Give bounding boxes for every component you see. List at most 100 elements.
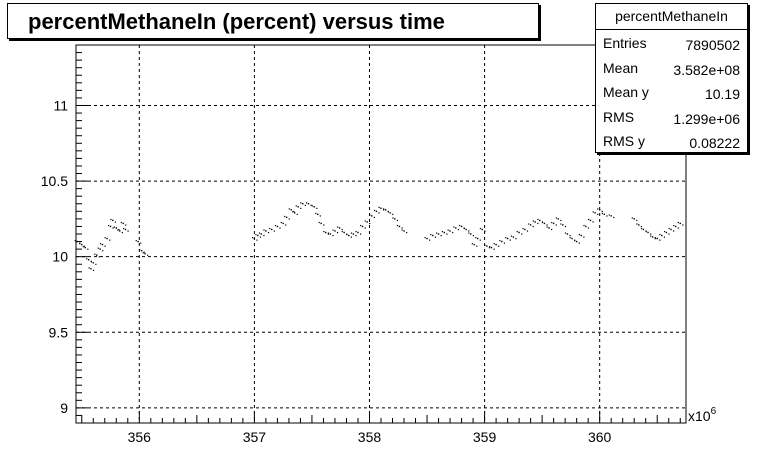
data-point	[679, 222, 681, 225]
data-point	[122, 227, 125, 230]
data-point	[459, 224, 461, 227]
data-point	[668, 227, 670, 230]
y-tick-label: 10.5	[41, 173, 68, 189]
data-point	[552, 222, 555, 225]
data-point	[610, 215, 612, 217]
data-point	[486, 245, 488, 247]
x-tick-label: 358	[358, 429, 382, 445]
data-point	[293, 210, 295, 213]
data-point	[109, 225, 112, 228]
data-point	[300, 202, 302, 204]
data-point	[493, 243, 495, 245]
data-point	[88, 267, 90, 269]
data-point	[259, 236, 262, 238]
data-point	[659, 239, 661, 241]
data-point	[503, 242, 506, 244]
data-point	[642, 228, 645, 231]
data-point	[263, 235, 265, 237]
data-point	[437, 233, 440, 235]
data-point	[457, 228, 460, 231]
data-point	[521, 233, 523, 235]
data-point	[564, 232, 567, 234]
data-point	[509, 239, 511, 241]
data-point	[327, 233, 329, 235]
data-point	[251, 237, 254, 239]
stats-value: 7890502	[685, 37, 740, 53]
data-point	[473, 243, 475, 246]
data-point	[293, 212, 296, 214]
data-point	[364, 227, 366, 229]
data-point	[375, 210, 378, 213]
data-point	[288, 208, 290, 210]
data-point	[501, 240, 503, 243]
data-point	[290, 209, 292, 211]
data-point	[673, 230, 675, 232]
data-point	[398, 225, 401, 228]
data-point	[122, 222, 124, 225]
data-point	[274, 224, 277, 227]
y-tick-label: 11	[53, 97, 68, 113]
data-point	[87, 248, 89, 250]
data-point	[373, 209, 376, 212]
data-point	[546, 226, 548, 228]
data-point	[601, 212, 603, 215]
data-point	[476, 245, 478, 247]
data-point	[389, 212, 391, 214]
data-point	[490, 246, 493, 249]
data-point	[673, 224, 675, 227]
data-point	[651, 236, 654, 238]
data-point	[352, 233, 355, 235]
data-point	[267, 231, 270, 234]
stats-row-rms-y: RMS y 0.08222	[596, 128, 747, 153]
data-point	[258, 232, 261, 234]
data-point	[608, 214, 610, 216]
data-point	[387, 211, 389, 213]
data-point	[86, 258, 88, 260]
data-point	[505, 237, 507, 239]
data-point	[484, 244, 486, 246]
data-point	[564, 225, 567, 228]
data-point	[578, 242, 580, 244]
stats-key: Mean y	[603, 84, 649, 100]
data-point	[355, 235, 357, 237]
data-point	[334, 230, 336, 232]
data-point	[84, 246, 86, 249]
data-point	[378, 206, 380, 208]
data-point	[446, 233, 448, 235]
data-point	[343, 231, 345, 234]
data-point	[284, 215, 286, 218]
stats-key: Mean	[603, 59, 639, 76]
data-point	[506, 237, 509, 240]
data-point	[350, 232, 353, 234]
data-point	[665, 231, 668, 234]
stats-value: 3.582e+08	[673, 61, 740, 78]
data-point	[373, 216, 375, 219]
data-point	[670, 228, 672, 231]
data-point	[99, 248, 101, 250]
data-point	[571, 237, 573, 240]
data-point	[430, 234, 432, 236]
data-point	[598, 209, 601, 211]
data-point	[297, 206, 299, 208]
data-point	[447, 229, 449, 231]
data-point	[114, 221, 117, 223]
data-point	[313, 206, 315, 208]
data-point	[396, 219, 399, 222]
data-point	[325, 231, 327, 234]
data-point	[587, 218, 590, 221]
stats-value: 10.19	[704, 86, 740, 102]
data-point	[332, 235, 334, 237]
data-point	[304, 204, 306, 206]
data-point	[479, 239, 481, 241]
data-point	[106, 237, 108, 240]
data-point	[583, 236, 585, 238]
data-point	[112, 227, 114, 229]
data-point	[526, 230, 529, 232]
data-point	[476, 237, 479, 240]
data-point	[455, 227, 457, 229]
data-point	[470, 233, 472, 235]
data-point	[361, 225, 364, 228]
data-point	[650, 235, 652, 237]
data-point	[137, 240, 139, 243]
